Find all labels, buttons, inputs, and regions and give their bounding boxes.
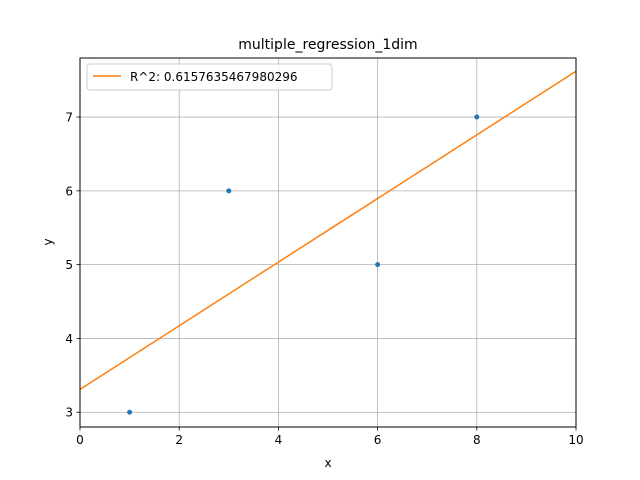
plot-series — [80, 70, 576, 415]
data-point — [474, 114, 480, 120]
y-tick-label: 6 — [65, 184, 73, 198]
x-tick-label: 4 — [275, 433, 283, 447]
x-tick-label: 10 — [568, 433, 583, 447]
x-axis-label: x — [324, 456, 331, 470]
data-point — [226, 188, 232, 194]
y-tick-label: 5 — [65, 258, 73, 272]
y-tick-label: 4 — [65, 332, 73, 346]
x-tick-label: 8 — [473, 433, 481, 447]
legend: R^2: 0.6157635467980296 — [86, 63, 333, 91]
plot-frame — [79, 57, 577, 428]
axis-ticks: 0 2 4 6 8 10 3 4 5 6 7 — [65, 111, 583, 447]
data-point — [127, 409, 133, 415]
x-tick-label: 6 — [374, 433, 382, 447]
plot-background — [80, 58, 576, 427]
chart-title: multiple_regression_1dim — [238, 37, 417, 53]
legend-box — [86, 63, 333, 91]
y-axis-label: y — [41, 238, 55, 245]
data-point — [375, 262, 381, 268]
legend-label: R^2: 0.6157635467980296 — [130, 70, 298, 84]
x-tick-label: 2 — [175, 433, 183, 447]
grid-lines — [79, 58, 577, 427]
x-tick-label: 0 — [76, 433, 84, 447]
y-tick-label: 3 — [65, 406, 73, 420]
y-tick-label: 7 — [65, 111, 73, 125]
regression-line — [80, 70, 576, 390]
